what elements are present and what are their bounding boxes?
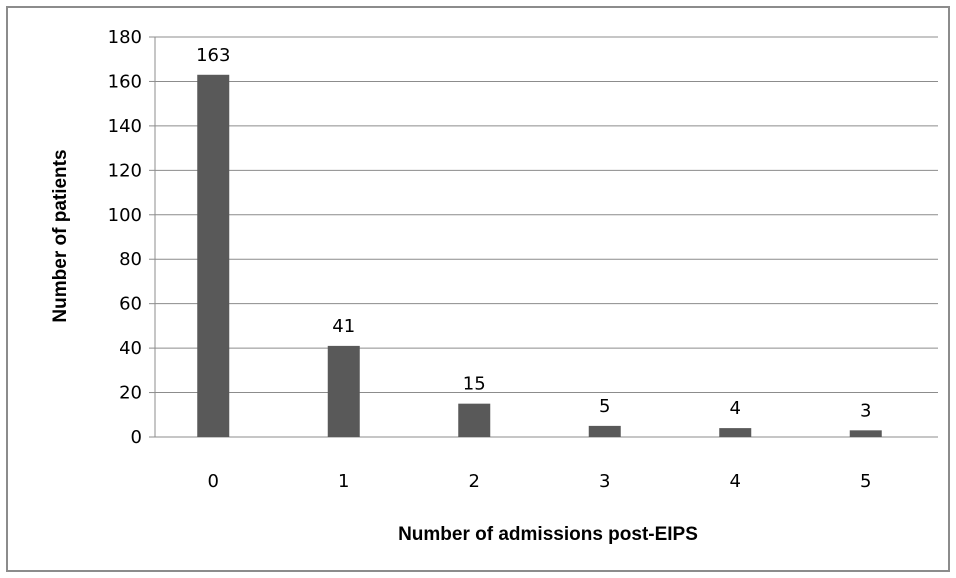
y-tick-label: 120	[108, 160, 142, 181]
x-tick-label: 5	[860, 471, 871, 492]
data-label: 3	[860, 400, 871, 421]
data-label: 5	[599, 396, 610, 417]
y-tick-label: 60	[119, 294, 142, 315]
data-label: 15	[463, 374, 486, 395]
x-tick-label: 0	[208, 471, 219, 492]
x-axis-title: Number of admissions post-EIPS	[398, 524, 698, 545]
bar	[719, 428, 752, 437]
y-tick-label: 20	[119, 383, 142, 404]
y-tick-label: 140	[108, 116, 142, 137]
y-tick-label: 100	[108, 205, 142, 226]
bar	[197, 74, 230, 438]
y-tick-label: 180	[108, 27, 142, 48]
bar	[327, 345, 360, 437]
bar	[588, 425, 621, 437]
data-labels: 163 41 15 5 4 3	[196, 45, 871, 422]
y-tick-label: 0	[131, 427, 142, 448]
chart-frame	[6, 6, 950, 572]
bar	[849, 430, 882, 437]
data-label: 41	[332, 316, 355, 337]
x-tick-label: 4	[730, 471, 741, 492]
bars	[197, 74, 882, 438]
x-tick-label: 2	[469, 471, 480, 492]
x-tick-label: 1	[338, 471, 349, 492]
y-axis-ticks: 0 20 40 60 80 100 120 140 160 180	[108, 27, 155, 448]
y-axis-title: Number of patients	[50, 149, 71, 322]
y-tick-label: 80	[119, 249, 142, 270]
x-axis-ticks: 0 1 2 3 4 5	[208, 471, 872, 492]
data-label: 4	[730, 398, 741, 419]
data-label: 163	[196, 45, 230, 66]
gridlines	[155, 36, 938, 438]
x-tick-label: 3	[599, 471, 610, 492]
y-tick-label: 160	[108, 71, 142, 92]
y-tick-label: 40	[119, 338, 142, 359]
bar	[458, 403, 491, 437]
